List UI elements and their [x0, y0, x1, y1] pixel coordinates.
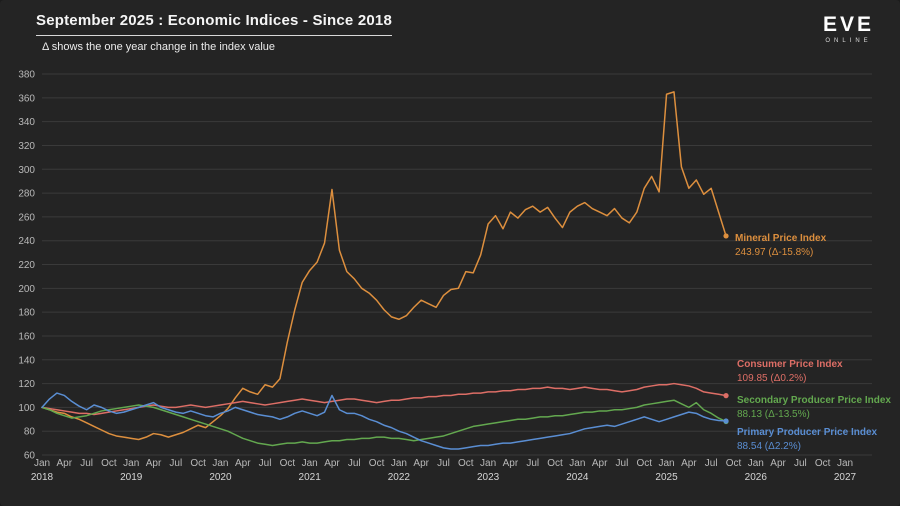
svg-text:2023: 2023 [477, 472, 500, 483]
series-value: 243.97 (Δ-15.8%) [735, 247, 814, 258]
svg-text:Oct: Oct [726, 458, 742, 469]
svg-text:2022: 2022 [388, 472, 411, 483]
page-title: September 2025 : Economic Indices - Sinc… [36, 12, 393, 36]
eve-online-logo: EVE ONLINE [823, 14, 874, 44]
svg-text:Apr: Apr [324, 458, 340, 469]
svg-text:Oct: Oct [636, 458, 652, 469]
svg-text:Apr: Apr [592, 458, 608, 469]
eve-logo-text: EVE [822, 13, 874, 36]
svg-text:100: 100 [18, 403, 35, 414]
svg-text:160: 160 [18, 331, 35, 342]
svg-text:380: 380 [18, 70, 35, 81]
svg-text:Jul: Jul [794, 458, 807, 469]
svg-text:Oct: Oct [369, 458, 385, 469]
svg-text:2018: 2018 [31, 472, 54, 483]
svg-text:300: 300 [18, 165, 35, 176]
svg-text:Jul: Jul [169, 458, 182, 469]
report-header: September 2025 : Economic Indices - Sinc… [36, 12, 393, 53]
svg-text:2020: 2020 [209, 472, 232, 483]
svg-text:140: 140 [18, 355, 35, 366]
svg-text:Jul: Jul [526, 458, 539, 469]
svg-text:Apr: Apr [503, 458, 519, 469]
svg-text:Jan: Jan [34, 458, 50, 469]
svg-text:Oct: Oct [280, 458, 296, 469]
svg-text:Jul: Jul [259, 458, 272, 469]
svg-text:260: 260 [18, 212, 35, 223]
svg-text:180: 180 [18, 308, 35, 319]
svg-text:2025: 2025 [655, 472, 678, 483]
svg-text:Oct: Oct [101, 458, 117, 469]
svg-text:Jul: Jul [348, 458, 361, 469]
svg-text:Jul: Jul [437, 458, 450, 469]
svg-text:Apr: Apr [413, 458, 429, 469]
svg-text:Jul: Jul [705, 458, 718, 469]
svg-text:Apr: Apr [235, 458, 251, 469]
svg-text:2026: 2026 [745, 472, 768, 483]
svg-text:220: 220 [18, 260, 35, 271]
svg-text:120: 120 [18, 379, 35, 390]
mineral-price-index-label: Mineral Price Index 243.97 (Δ-15.8%) [735, 232, 826, 260]
svg-text:Jan: Jan [658, 458, 674, 469]
svg-text:60: 60 [24, 451, 36, 462]
svg-text:Apr: Apr [146, 458, 162, 469]
series-value: 109.85 (Δ0.2%) [737, 373, 807, 384]
series-name: Mineral Price Index [735, 233, 827, 244]
eve-logo-subtext: ONLINE [825, 38, 872, 44]
svg-text:80: 80 [24, 427, 36, 438]
svg-text:Jan: Jan [480, 458, 496, 469]
series-name: Secondary Producer Price Index [737, 395, 891, 406]
series-value: 88.54 (Δ2.2%) [737, 441, 801, 452]
svg-text:Apr: Apr [681, 458, 697, 469]
svg-text:320: 320 [18, 141, 35, 152]
primary-producer-price-index-label: Primary Producer Price Index 88.54 (Δ2.2… [737, 426, 877, 454]
page-subtitle: Δ shows the one year change in the index… [42, 41, 276, 53]
svg-text:Apr: Apr [770, 458, 786, 469]
svg-text:Jan: Jan [302, 458, 318, 469]
secondary-producer-price-index-label: Secondary Producer Price Index 88.13 (Δ-… [737, 394, 891, 422]
svg-text:Jul: Jul [616, 458, 629, 469]
svg-text:Jan: Jan [123, 458, 139, 469]
svg-text:240: 240 [18, 236, 35, 247]
svg-text:Jan: Jan [837, 458, 853, 469]
svg-text:Jan: Jan [212, 458, 228, 469]
svg-text:Oct: Oct [815, 458, 831, 469]
svg-text:Oct: Oct [458, 458, 474, 469]
svg-text:2024: 2024 [566, 472, 589, 483]
svg-text:Oct: Oct [547, 458, 563, 469]
series-name: Consumer Price Index [737, 359, 843, 370]
svg-text:360: 360 [18, 93, 35, 104]
svg-text:Jan: Jan [748, 458, 764, 469]
svg-text:Oct: Oct [190, 458, 206, 469]
svg-text:280: 280 [18, 189, 35, 200]
svg-text:Jan: Jan [391, 458, 407, 469]
svg-text:2027: 2027 [834, 472, 857, 483]
svg-text:Apr: Apr [57, 458, 73, 469]
svg-text:Jan: Jan [569, 458, 585, 469]
consumer-price-index-label: Consumer Price Index 109.85 (Δ0.2%) [737, 358, 843, 386]
svg-text:340: 340 [18, 117, 35, 128]
svg-text:200: 200 [18, 284, 35, 295]
svg-text:2021: 2021 [299, 472, 322, 483]
svg-text:2019: 2019 [120, 472, 143, 483]
series-name: Primary Producer Price Index [737, 427, 878, 438]
svg-text:Jul: Jul [80, 458, 93, 469]
series-value: 88.13 (Δ-13.5%) [737, 409, 810, 420]
